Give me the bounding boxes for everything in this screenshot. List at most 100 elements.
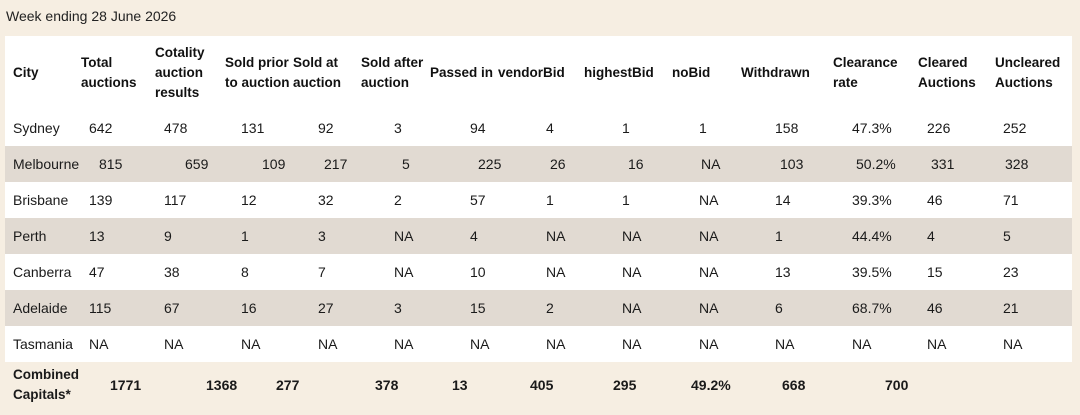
table-cell-passed-in: 57	[470, 192, 486, 208]
total-cell: 277	[276, 377, 300, 393]
table-cell-vendorbid: 2	[546, 300, 554, 316]
table-cell-uncleared-auctions: 5	[1003, 228, 1011, 244]
table-cell-cotality-auction-results: 117	[164, 192, 187, 208]
table-cell-sold-prior-to-auction: 8	[241, 264, 249, 280]
table-cell-sold-after-auction: 3	[394, 120, 402, 136]
table-cell-uncleared-auctions: 328	[1005, 156, 1029, 172]
table-cell-sold-prior-to-auction: 109	[262, 156, 286, 172]
table-cell-nobid: 1	[699, 120, 707, 136]
total-cell: 668	[782, 377, 806, 393]
table-cell-highestbid: NA	[622, 300, 642, 316]
table-cell-clearance-rate: NA	[852, 336, 872, 352]
table-cell-nobid: NA	[699, 300, 719, 316]
table-cell-total-auctions: NA	[89, 336, 109, 352]
table-cell-cleared-auctions: 226	[927, 120, 951, 136]
table-cell-clearance-rate: 47.3%	[852, 120, 892, 136]
table-cell-highestbid: 16	[628, 156, 644, 172]
table-caption: Week ending 28 June 2026	[6, 8, 177, 24]
combined-capitals-label: Combined Capitals*	[13, 367, 79, 402]
table-cell-highestbid: NA	[622, 264, 642, 280]
column-header-cotality-auction-results: Cotality auction results	[155, 45, 205, 100]
city-name: Sydney	[13, 120, 60, 136]
table-cell-total-auctions: 47	[89, 264, 105, 280]
table-cell-sold-after-auction: 2	[394, 192, 402, 208]
table-cell-cotality-auction-results: NA	[164, 336, 184, 352]
table-row-sydney: Sydney 642 478 131 92 3 94 4 1 1 158 47.3% 226 252	[5, 110, 1072, 146]
table-cell-cotality-auction-results: 659	[185, 156, 209, 172]
city-name: Brisbane	[13, 192, 69, 208]
column-header-total-auctions: Total auctions	[81, 55, 137, 90]
column-header-clearance-rate: Clearance rate	[833, 55, 898, 90]
table-row-combined-capitals: Combined Capitals* 1771 1368 277 378 13 405 295…	[5, 362, 1072, 408]
table-cell-vendorbid: 1	[546, 192, 554, 208]
table-cell-sold-at-auction: 217	[324, 156, 348, 172]
total-cell: 13	[452, 377, 468, 393]
table-cell-withdrawn: 6	[775, 300, 783, 316]
total-cell: 378	[375, 377, 399, 393]
table-cell-cotality-auction-results: 9	[164, 228, 172, 244]
table-cell-highestbid: 1	[622, 120, 630, 136]
city-name: Adelaide	[13, 300, 68, 316]
table-row-melbourne: Melbourne 815 659 109 217 5 225 26 16 NA 103 50.2% 3…	[5, 146, 1072, 182]
table-cell-uncleared-auctions: 252	[1003, 120, 1027, 136]
table-cell-sold-after-auction: NA	[394, 336, 414, 352]
table-cell-cleared-auctions: 15	[927, 264, 943, 280]
table-cell-nobid: NA	[699, 336, 719, 352]
table-row-brisbane: Brisbane 139 117 12 32 2 57 1 1 NA 14 39.3% 46 71	[5, 182, 1072, 218]
table-cell-passed-in: 15	[470, 300, 486, 316]
table-cell-sold-after-auction: NA	[394, 228, 414, 244]
table-cell-uncleared-auctions: 71	[1003, 192, 1019, 208]
table-cell-withdrawn: 1	[775, 228, 783, 244]
table-cell-withdrawn: 158	[775, 120, 799, 136]
table-cell-vendorbid: NA	[546, 336, 566, 352]
column-header-sold-prior-to-auction: Sold prior to auction	[225, 55, 290, 90]
table-cell-clearance-rate: 68.7%	[852, 300, 892, 316]
table-cell-total-auctions: 115	[89, 300, 112, 316]
city-name: Tasmania	[13, 336, 73, 352]
table-cell-total-auctions: 815	[99, 156, 123, 172]
total-cell: 1368	[206, 377, 238, 393]
table-row-adelaide: Adelaide 115 67 16 27 3 15 2 NA NA 6 68.7% 46 21	[5, 290, 1072, 326]
table-cell-highestbid: NA	[622, 228, 642, 244]
table-cell-cotality-auction-results: 478	[164, 120, 188, 136]
table-cell-withdrawn: 103	[780, 156, 804, 172]
column-header-sold-after-auction: Sold after auction	[361, 55, 424, 90]
table-row-perth: Perth 13 9 1 3 NA 4 NA NA NA 1 44.4% 4 5	[5, 218, 1072, 254]
table-cell-withdrawn: 14	[775, 192, 791, 208]
table-cell-sold-at-auction: 3	[318, 228, 326, 244]
city-name: Perth	[13, 228, 47, 244]
column-header-sold-at-auction: Sold at auction	[293, 55, 342, 90]
total-cell: 1771	[110, 377, 142, 393]
table-cell-sold-at-auction: 92	[318, 120, 334, 136]
column-header-uncleared-auctions: Uncleared Auctions	[995, 55, 1061, 90]
city-name: Melbourne	[13, 156, 80, 172]
table-cell-cotality-auction-results: 38	[164, 264, 180, 280]
column-header-withdrawn: Withdrawn	[741, 65, 810, 80]
table-body: Sydney 642 478 131 92 3 94 4 1 1 158 47.3% 226 252 Mel…	[5, 110, 1072, 408]
table-cell-sold-prior-to-auction: 131	[241, 120, 265, 136]
column-header-cleared-auctions: Cleared Auctions	[918, 55, 976, 90]
column-header-passed-in: Passed in	[430, 65, 494, 80]
table-cell-sold-after-auction: 5	[402, 156, 410, 172]
table-cell-total-auctions: 139	[89, 192, 113, 208]
total-cell: 405	[530, 377, 554, 393]
table-cell-passed-in: 94	[470, 120, 486, 136]
total-cell: 49.2%	[691, 377, 731, 393]
table-cell-passed-in: 4	[470, 228, 478, 244]
table-cell-sold-at-auction: 27	[318, 300, 334, 316]
table-cell-vendorbid: 4	[546, 120, 554, 136]
total-cell: 700	[885, 377, 909, 393]
table-cell-uncleared-auctions: 21	[1003, 300, 1019, 316]
column-header-vendorbid: vendorBid	[498, 65, 565, 80]
table-cell-vendorbid: 26	[550, 156, 566, 172]
auction-results-table: City Total auctions Cotality auction resul…	[5, 36, 1072, 408]
column-header-nobid: noBid	[672, 65, 711, 80]
table-cell-clearance-rate: 50.2%	[856, 156, 896, 172]
table-cell-sold-at-auction: 7	[318, 264, 326, 280]
table-cell-withdrawn: 13	[775, 264, 791, 280]
table-cell-cleared-auctions: 331	[931, 156, 955, 172]
table-cell-nobid: NA	[699, 192, 719, 208]
table-cell-nobid: NA	[701, 156, 721, 172]
table-cell-cleared-auctions: 46	[927, 192, 943, 208]
table-cell-total-auctions: 13	[89, 228, 105, 244]
